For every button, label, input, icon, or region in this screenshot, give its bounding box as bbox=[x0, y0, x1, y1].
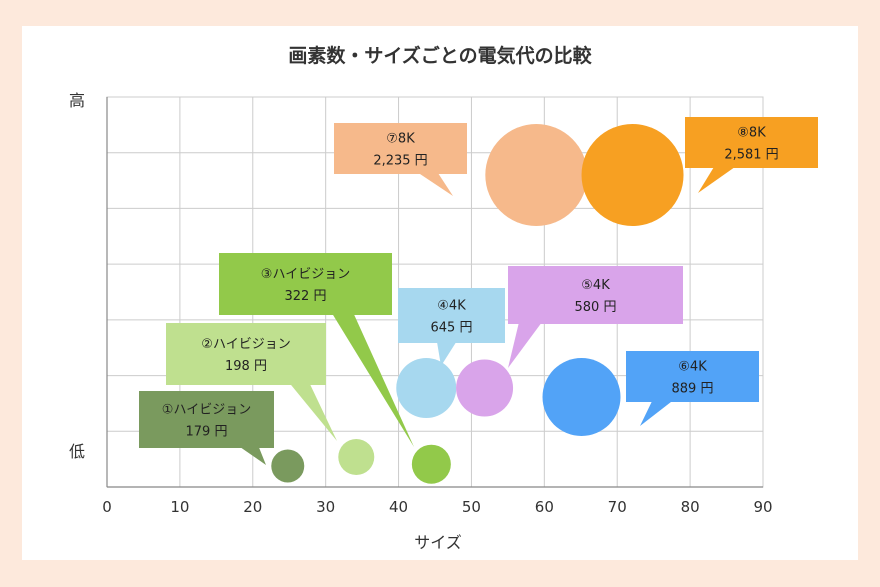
x-tick-label: 90 bbox=[753, 498, 772, 516]
bubble-p7 bbox=[485, 124, 588, 226]
x-tick-label: 60 bbox=[535, 498, 554, 516]
y-label-high: 高 bbox=[69, 91, 85, 110]
x-ticks: 0 10 20 30 40 50 60 70 80 90 bbox=[102, 498, 772, 516]
callout-pointer bbox=[436, 336, 460, 366]
callout-label: ③ハイビジョン bbox=[261, 267, 350, 282]
callout-label: ⑤4K bbox=[581, 278, 610, 293]
x-tick-label: 80 bbox=[681, 498, 700, 516]
bubble-p3 bbox=[411, 444, 451, 484]
callout-label: ④4K bbox=[437, 299, 466, 314]
callout-pointer bbox=[414, 170, 453, 196]
bubble-p1 bbox=[271, 449, 305, 483]
callout-box bbox=[139, 391, 274, 448]
bubble-p2 bbox=[338, 439, 375, 475]
callout-pointer bbox=[508, 318, 545, 368]
callout-box bbox=[334, 123, 467, 174]
callout-price: 580 円 bbox=[575, 300, 617, 315]
chart-title: 画素数・サイズごとの電気代の比較 bbox=[288, 44, 592, 67]
x-tick-label: 10 bbox=[170, 498, 189, 516]
callout-price: 2,235 円 bbox=[373, 154, 427, 169]
callout-box bbox=[626, 351, 759, 402]
callout-label: ⑦8K bbox=[386, 132, 415, 147]
x-tick-label: 20 bbox=[243, 498, 262, 516]
x-tick-label: 0 bbox=[102, 498, 112, 516]
callout-box bbox=[219, 253, 392, 315]
y-label-low: 低 bbox=[69, 442, 85, 461]
x-tick-label: 40 bbox=[389, 498, 408, 516]
callout-label: ②ハイビジョン bbox=[201, 337, 290, 352]
callout-label: ⑧8K bbox=[737, 126, 766, 141]
callout-box bbox=[398, 288, 505, 343]
bubbles bbox=[271, 124, 684, 484]
callout-box bbox=[166, 323, 326, 385]
callout-label: ⑥4K bbox=[678, 360, 707, 375]
x-tick-label: 30 bbox=[316, 498, 335, 516]
callout-box bbox=[685, 117, 818, 168]
callout-price: 645 円 bbox=[431, 321, 473, 336]
x-axis-label: サイズ bbox=[414, 533, 462, 552]
callout-box bbox=[508, 266, 683, 324]
callout-pointer bbox=[287, 380, 337, 441]
x-tick-label: 50 bbox=[462, 498, 481, 516]
callouts: ①ハイビジョン 179 円 ②ハイビジョン 198 円 ③ハイビジョン 322 円 ④4K 6… bbox=[139, 117, 818, 465]
callout-pointer bbox=[330, 310, 414, 447]
callout-price: 2,581 円 bbox=[724, 148, 778, 163]
callout-label: ①ハイビジョン bbox=[162, 403, 251, 418]
callout-pointer bbox=[698, 162, 742, 193]
callout-price: 179 円 bbox=[186, 425, 228, 440]
bubble-p6 bbox=[542, 358, 621, 436]
callout-price: 322 円 bbox=[285, 289, 327, 304]
bubble-p8 bbox=[581, 124, 684, 226]
callout-price: 198 円 bbox=[225, 359, 267, 374]
x-tick-label: 70 bbox=[608, 498, 627, 516]
bubble-p5 bbox=[456, 359, 514, 417]
bubble-p4 bbox=[396, 358, 457, 418]
callout-pointer bbox=[640, 395, 680, 426]
callout-price: 889 円 bbox=[672, 382, 714, 397]
